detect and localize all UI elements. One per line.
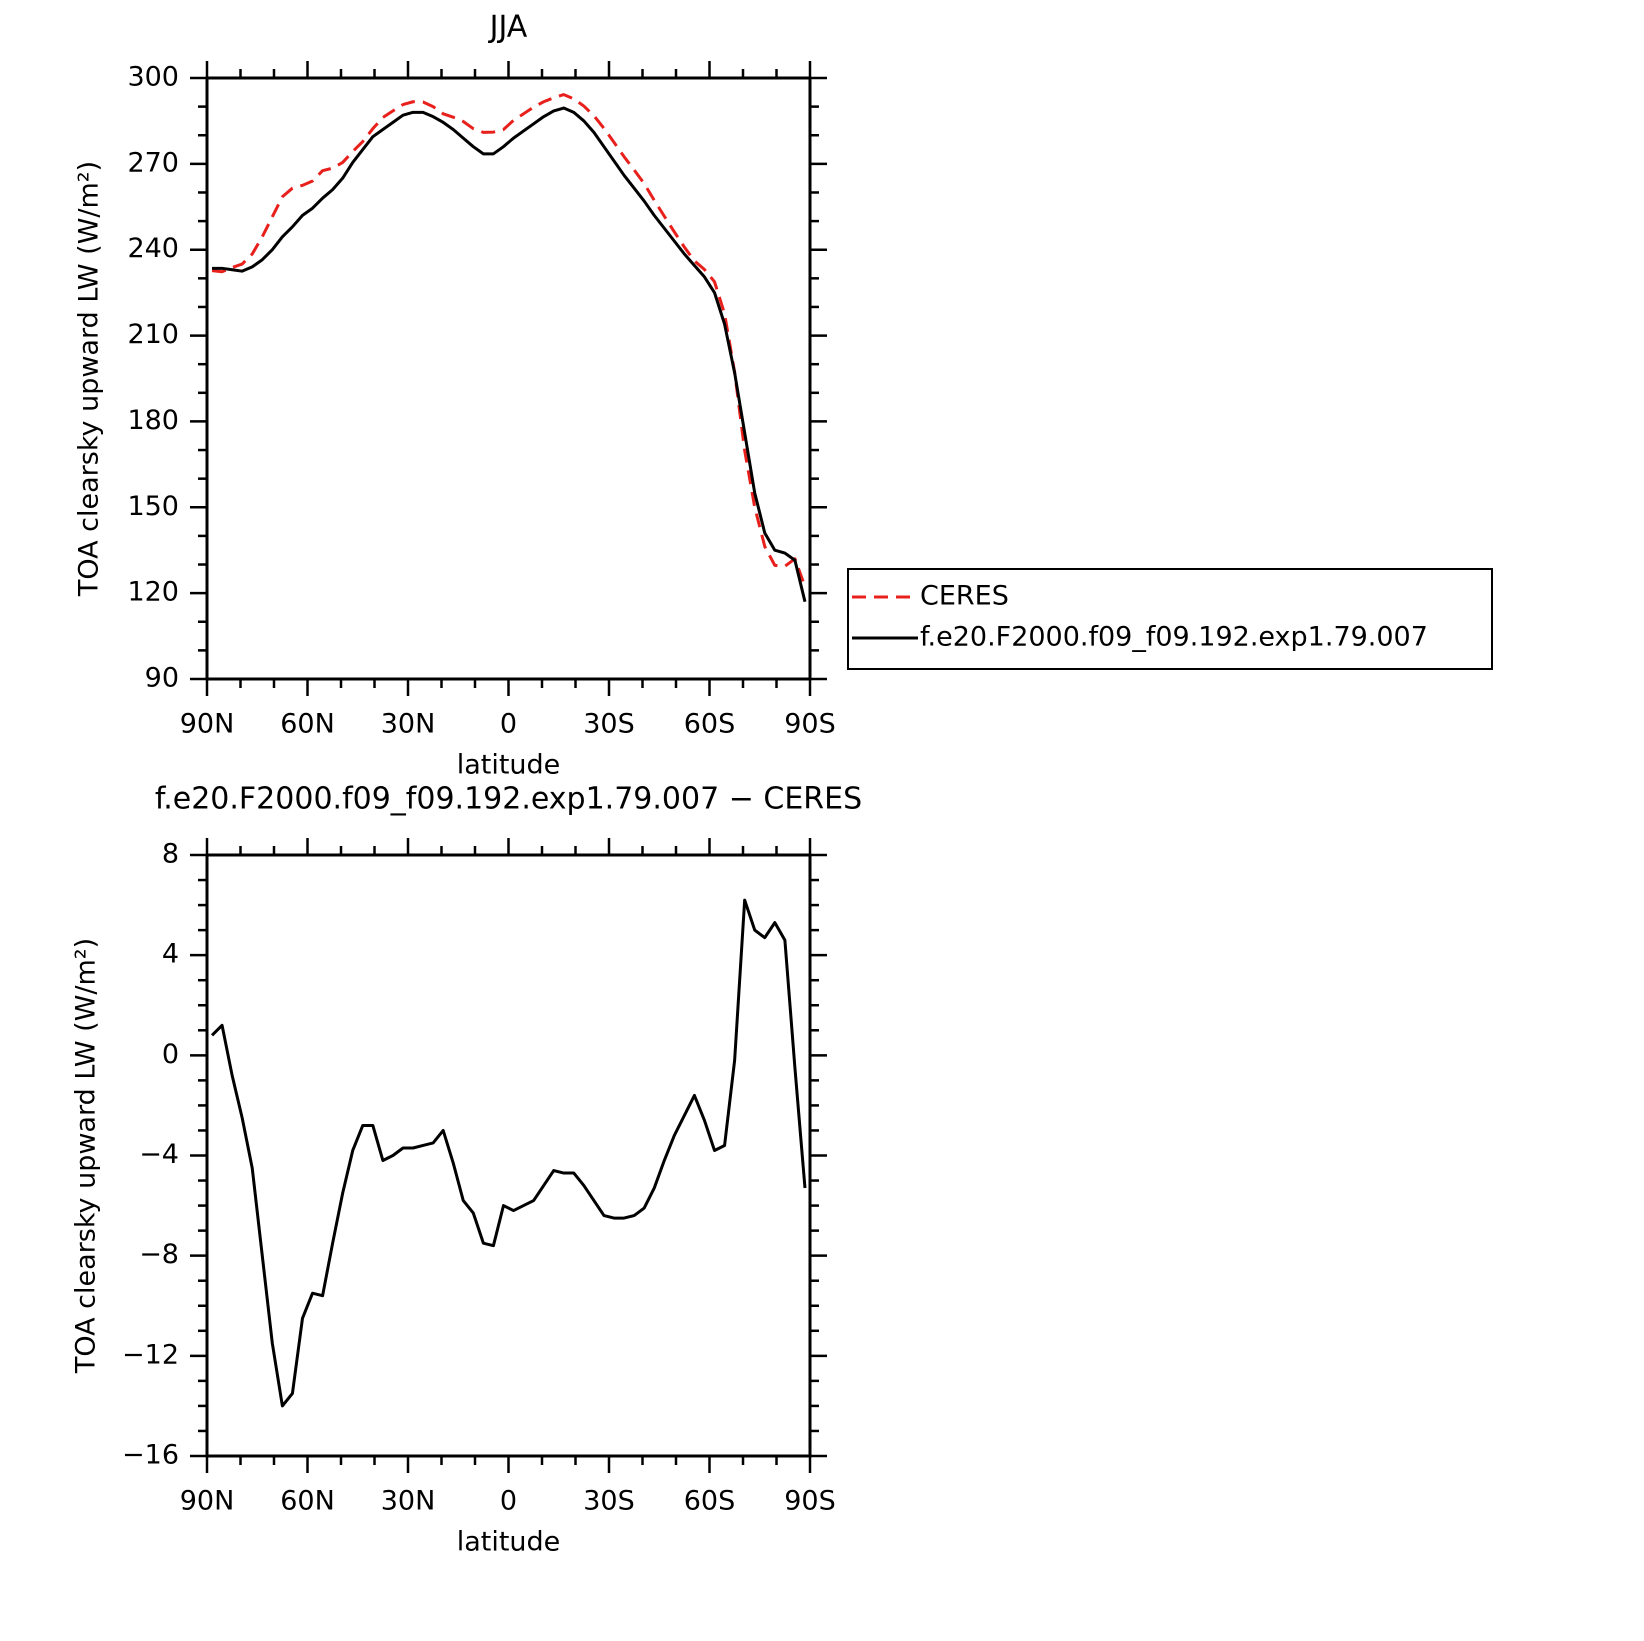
data-line [210, 898, 807, 1408]
y-tick-label: −12 [122, 1339, 179, 1370]
x-tick-label: 60N [280, 1486, 335, 1517]
y-tick-label: 4 [162, 939, 179, 970]
x-tick-label: 60S [684, 709, 736, 740]
data-line [212, 106, 807, 603]
x-axis-label: latitude [457, 750, 561, 781]
x-tick-label: 60S [684, 1486, 736, 1517]
x-tick-label: 90S [784, 709, 836, 740]
y-tick-label: 90 [145, 663, 179, 694]
x-tick-label: 60N [280, 709, 335, 740]
y-tick-label: 0 [162, 1039, 179, 1070]
y-tick-label: −16 [122, 1440, 179, 1471]
y-tick-label: 150 [127, 491, 179, 522]
y-tick-label: 210 [127, 319, 179, 350]
y-tick-label: 300 [127, 62, 179, 93]
x-tick-label: 30S [583, 709, 635, 740]
legend-label: CERES [920, 581, 1009, 612]
y-tick-label: 8 [162, 839, 179, 870]
y-tick-label: −8 [139, 1239, 179, 1270]
y-axis-label: TOA clearsky upward LW (W/m²) [71, 938, 102, 1374]
x-tick-label: 30N [381, 1486, 436, 1517]
x-axis-label: latitude [457, 1527, 561, 1558]
data-line [211, 93, 807, 588]
x-tick-label: 30N [381, 709, 436, 740]
x-tick-label: 90N [180, 1486, 235, 1517]
y-tick-label: −4 [139, 1139, 179, 1170]
x-tick-label: 30S [583, 1486, 635, 1517]
legend-label: f.e20.F2000.f09_f09.192.exp1.79.007 [920, 622, 1428, 653]
y-tick-label: 120 [127, 577, 179, 608]
plot-frame [205, 853, 812, 1458]
y-tick-label: 180 [127, 405, 179, 436]
x-tick-label: 0 [500, 1486, 517, 1517]
legend-box [847, 568, 1493, 670]
y-tick-label: 270 [127, 147, 179, 178]
chart-title: JJA [488, 10, 528, 45]
x-tick-label: 0 [500, 709, 517, 740]
x-tick-label: 90S [784, 1486, 836, 1517]
plot-frame [205, 76, 812, 681]
y-axis-label: TOA clearsky upward LW (W/m²) [74, 161, 105, 597]
x-tick-label: 90N [180, 709, 235, 740]
chart-title: f.e20.F2000.f09_f09.192.exp1.79.007 − CE… [155, 782, 862, 817]
y-tick-label: 240 [127, 233, 179, 264]
